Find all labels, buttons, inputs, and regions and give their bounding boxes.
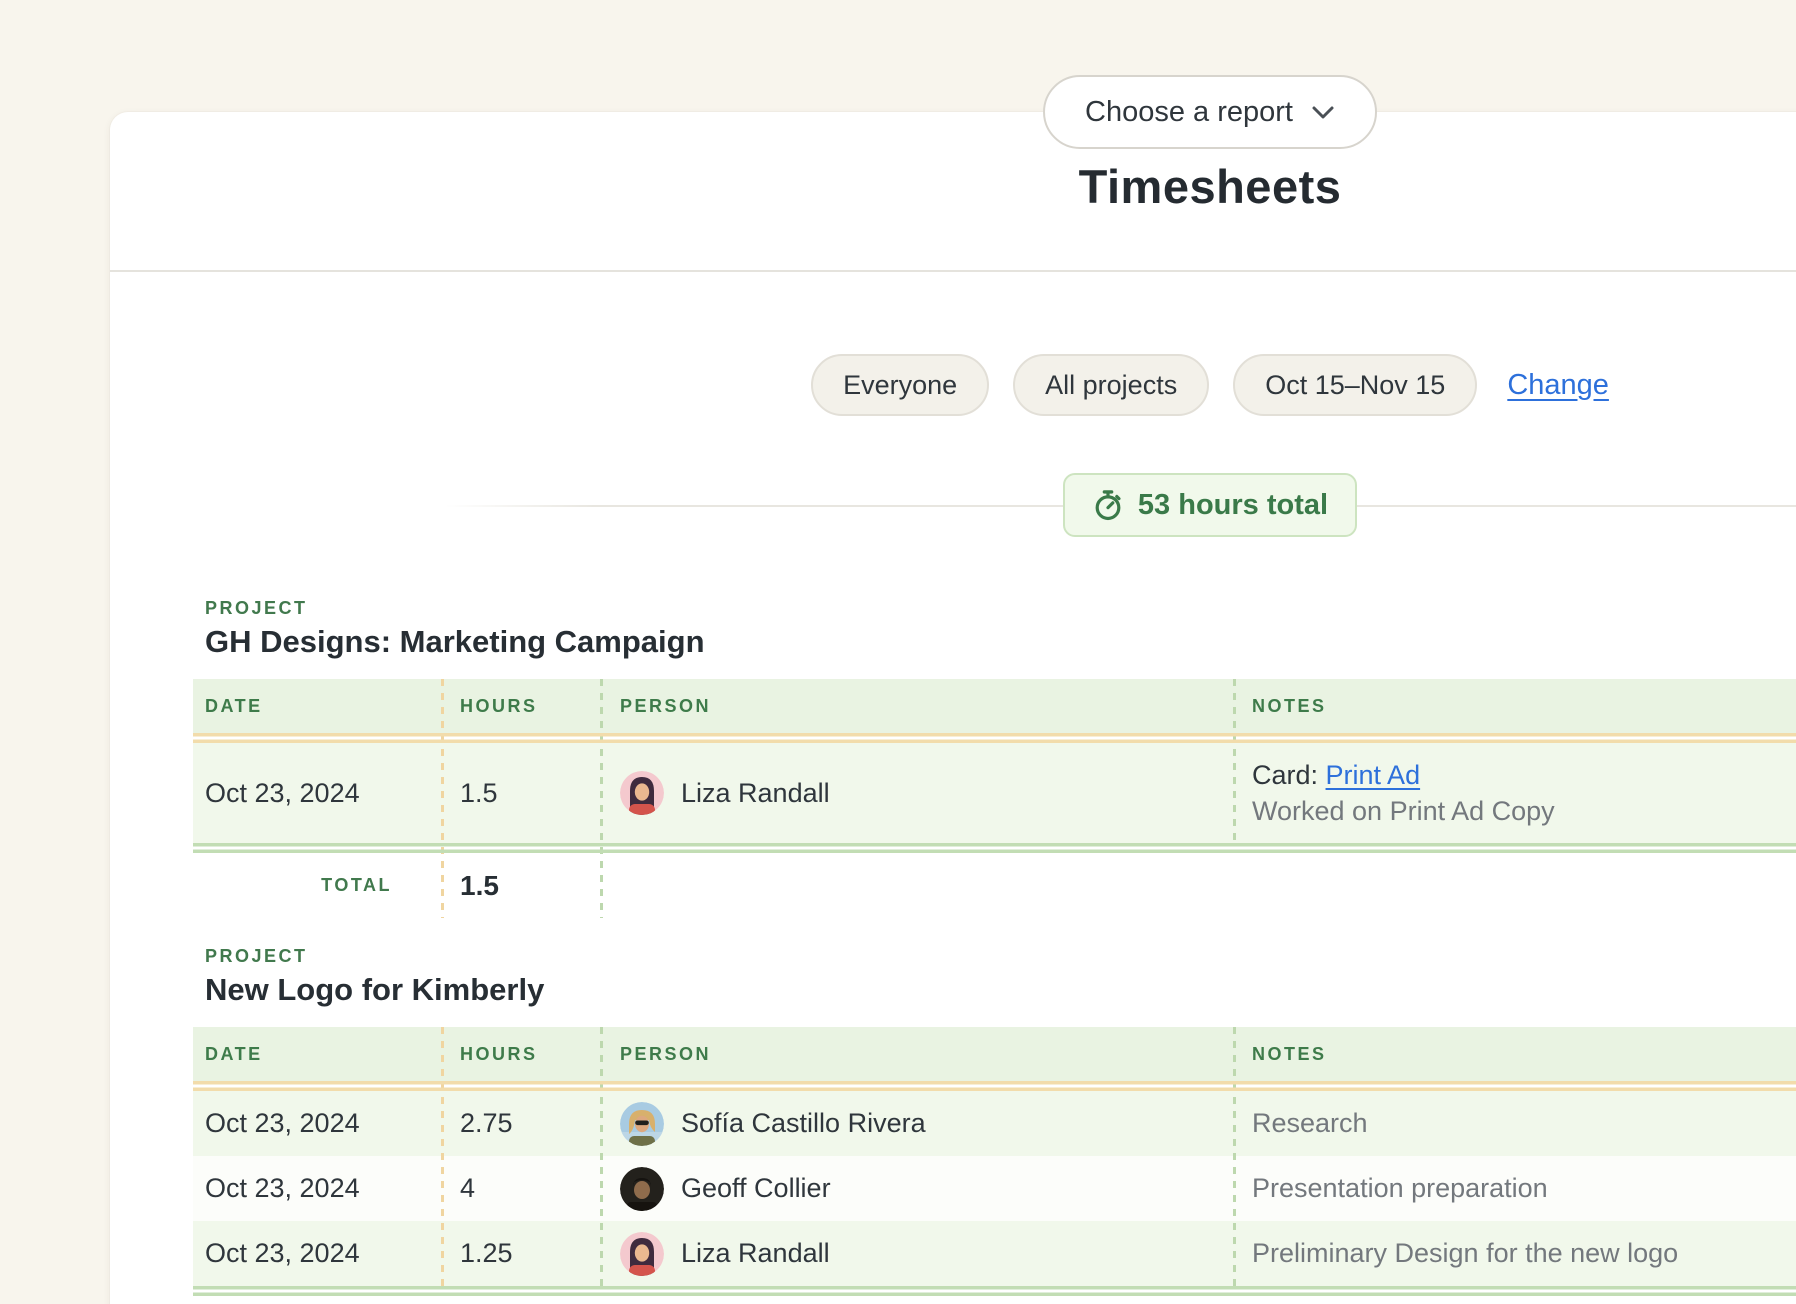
total-label: TOTAL: [193, 875, 441, 896]
column-header-notes: NOTES: [1233, 1044, 1796, 1065]
header-rule: [193, 733, 1796, 743]
cell-date: Oct 23, 2024: [193, 1173, 441, 1204]
total-value: 1.5: [441, 870, 499, 902]
choose-report-button[interactable]: Choose a report: [1043, 75, 1377, 149]
table-row: Oct 23, 2024 1.25: [193, 1221, 1796, 1286]
note-card-line: Card: Print Ad: [1252, 757, 1796, 793]
liza-randall-avatar: [620, 771, 664, 815]
column-header-notes: NOTES: [1233, 696, 1796, 717]
cell-notes: Presentation preparation: [1233, 1173, 1796, 1204]
choose-report-label: Choose a report: [1085, 96, 1293, 129]
project-title: GH Designs: Marketing Campaign: [193, 624, 1796, 660]
liza-randall-avatar: [620, 1232, 664, 1276]
person-name: Liza Randall: [681, 778, 830, 809]
filter-projects-pill[interactable]: All projects: [1013, 354, 1209, 416]
column-header-person: PERSON: [600, 1044, 1233, 1065]
timesheet-table: DATE HOURS PERSON NOTES Oct 23, 2024 1.5: [193, 679, 1796, 918]
column-separator: [600, 1027, 603, 1286]
table-header-row: DATE HOURS PERSON NOTES: [193, 1027, 1796, 1081]
cell-hours: 2.75: [441, 1108, 600, 1139]
report-card: Choose a report Timesheets Everyone All …: [110, 112, 1796, 1304]
cell-notes: Preliminary Design for the new logo: [1233, 1238, 1796, 1269]
card-link[interactable]: Print Ad: [1326, 760, 1421, 790]
header-rule: [193, 1081, 1796, 1091]
person-name: Liza Randall: [681, 1238, 830, 1269]
column-header-person: PERSON: [600, 696, 1233, 717]
cell-date: Oct 23, 2024: [193, 1238, 441, 1269]
total-hours-badge: 53 hours total: [1063, 473, 1357, 537]
filter-people-pill[interactable]: Everyone: [811, 354, 989, 416]
table-total-row: TOTAL 1.5: [193, 853, 1796, 918]
column-separator: [441, 1027, 444, 1286]
table-row: Oct 23, 2024 4: [193, 1156, 1796, 1221]
project-title: New Logo for Kimberly: [193, 972, 1796, 1008]
note-card-prefix: Card:: [1252, 760, 1326, 790]
header-divider: [110, 270, 1796, 272]
change-filters-link[interactable]: Change: [1507, 369, 1609, 402]
person-name: Geoff Collier: [681, 1173, 831, 1204]
project-section-new-logo: PROJECT New Logo for Kimberly DATE HOURS…: [193, 946, 1796, 1296]
table-bottom-rule: [193, 1286, 1796, 1296]
cell-notes: Research: [1233, 1108, 1796, 1139]
project-kicker: PROJECT: [193, 598, 1796, 619]
table-row: Oct 23, 2024 2.75: [193, 1091, 1796, 1156]
timesheet-table: DATE HOURS PERSON NOTES Oct 23, 2024 2.7…: [193, 1027, 1796, 1296]
cell-person: Sofía Castillo Rivera: [600, 1102, 1233, 1146]
report-header: Choose a report Timesheets: [110, 112, 1796, 270]
cell-date: Oct 23, 2024: [193, 778, 441, 809]
total-rule: [193, 843, 1796, 853]
column-header-hours: HOURS: [441, 696, 600, 717]
chevron-down-icon: [1311, 105, 1335, 120]
project-section-gh-designs: PROJECT GH Designs: Marketing Campaign D…: [193, 598, 1796, 918]
cell-hours: 1.5: [441, 778, 600, 809]
cell-date: Oct 23, 2024: [193, 1108, 441, 1139]
cell-hours: 4: [441, 1173, 600, 1204]
person-name: Sofía Castillo Rivera: [681, 1108, 926, 1139]
cell-person: Liza Randall: [600, 771, 1233, 815]
column-header-hours: HOURS: [441, 1044, 600, 1065]
column-separator: [600, 679, 603, 918]
cell-person: Geoff Collier: [600, 1167, 1233, 1211]
project-kicker: PROJECT: [193, 946, 1796, 967]
column-separator: [1233, 679, 1236, 843]
column-separator: [1233, 1027, 1236, 1286]
table-row: Oct 23, 2024 1.5: [193, 743, 1796, 843]
cell-hours: 1.25: [441, 1238, 600, 1269]
column-header-date: DATE: [193, 1044, 441, 1065]
page-title: Timesheets: [110, 112, 1796, 214]
cell-notes: Card: Print Ad Worked on Print Ad Copy: [1233, 757, 1796, 829]
column-separator: [441, 679, 444, 918]
geoff-collier-avatar: [620, 1167, 664, 1211]
column-header-date: DATE: [193, 696, 441, 717]
timesheets-page: Choose a report Timesheets Everyone All …: [0, 0, 1796, 1304]
note-description: Worked on Print Ad Copy: [1252, 793, 1796, 829]
table-header-row: DATE HOURS PERSON NOTES: [193, 679, 1796, 733]
filter-date-range-pill[interactable]: Oct 15–Nov 15: [1233, 354, 1477, 416]
total-hours-row: 53 hours total: [110, 473, 1796, 537]
stopwatch-icon: [1092, 489, 1124, 521]
filter-bar: Everyone All projects Oct 15–Nov 15 Chan…: [110, 354, 1796, 416]
cell-person: Liza Randall: [600, 1232, 1233, 1276]
total-hours-label: 53 hours total: [1138, 489, 1328, 522]
sofia-castillo-rivera-avatar: [620, 1102, 664, 1146]
